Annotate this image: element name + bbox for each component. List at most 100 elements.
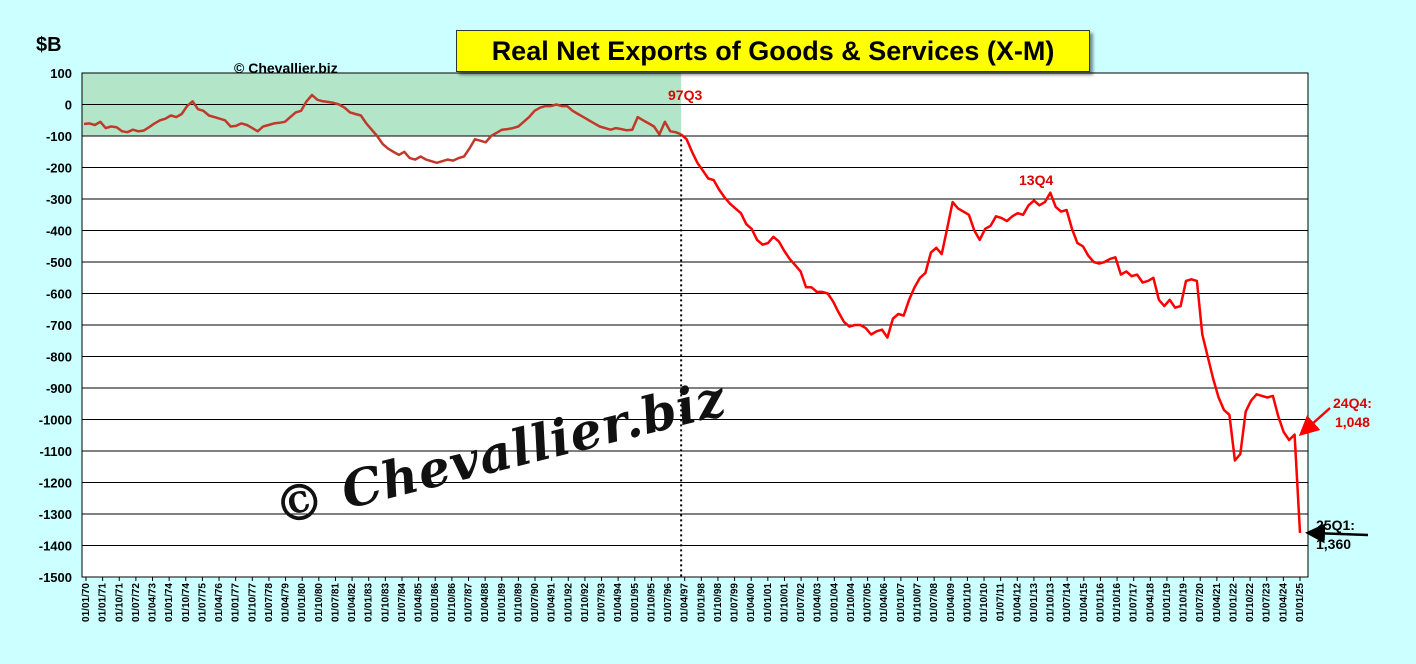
- y-tick-label: -1400: [39, 539, 72, 554]
- x-tick-label: 01/10/74: [181, 583, 192, 622]
- annotation-24q4-label: 24Q4:: [1333, 395, 1372, 411]
- x-tick-label: 01/01/74: [164, 583, 175, 622]
- x-tick-label: 01/01/19: [1162, 583, 1173, 622]
- series-line-post-1997: [680, 133, 1302, 533]
- x-tick-label: 01/01/95: [630, 583, 641, 622]
- x-tick-label: 01/10/71: [114, 583, 125, 622]
- x-tick-label: 01/07/75: [197, 583, 208, 622]
- annotation-13q4: 13Q4: [1019, 172, 1054, 188]
- x-tick-label: 01/01/22: [1228, 583, 1239, 622]
- annotation-24q4-value: 1,048: [1334, 414, 1370, 430]
- x-tick-label: 01/07/02: [796, 583, 807, 622]
- x-tick-label: 01/10/01: [779, 583, 790, 622]
- x-tick-label: 01/01/86: [430, 583, 441, 622]
- x-tick-label: 01/07/93: [597, 583, 608, 622]
- x-tick-label: 01/04/00: [746, 583, 757, 622]
- x-tick-label: 01/04/91: [547, 583, 558, 622]
- y-tick-label: -700: [46, 318, 72, 333]
- x-tick-label: 01/04/03: [813, 583, 824, 622]
- x-tick-label: 01/04/73: [148, 583, 159, 622]
- y-tick-label: -200: [46, 161, 72, 176]
- x-tick-label: 01/01/25: [1295, 583, 1306, 622]
- x-tick-label: 01/10/19: [1179, 583, 1190, 622]
- x-tick-label: 01/07/99: [730, 583, 741, 622]
- y-tick-label: -600: [46, 287, 72, 302]
- x-tick-label: 01/07/17: [1129, 583, 1140, 622]
- y-tick-label: -100: [46, 129, 72, 144]
- x-tick-label: 01/01/83: [364, 583, 375, 622]
- x-tick-label: 01/01/07: [896, 583, 907, 622]
- x-tick-label: 01/10/95: [646, 583, 657, 622]
- x-tick-label: 01/07/72: [131, 583, 142, 622]
- x-tick-label: 01/07/78: [264, 583, 275, 622]
- chart-title-text: Real Net Exports of Goods & Services (X-…: [491, 35, 1055, 66]
- x-tick-label: 01/10/07: [913, 583, 924, 622]
- x-tick-label: 01/01/89: [497, 583, 508, 622]
- y-tick-label: -1100: [39, 444, 72, 459]
- x-tick-label: 01/01/71: [98, 583, 109, 622]
- annotation-24q4: 24Q4: 1,048: [1333, 394, 1372, 432]
- x-tick-label: 01/10/13: [1046, 583, 1057, 622]
- x-tick-label: 01/10/10: [979, 583, 990, 622]
- x-tick-label: 01/07/84: [397, 583, 408, 622]
- x-tick-label: 01/04/09: [946, 583, 957, 622]
- annotation-25q1: 25Q1: 1,360: [1316, 516, 1355, 554]
- x-tick-label: 01/04/12: [1012, 583, 1023, 622]
- x-tick-label: 01/01/04: [829, 583, 840, 622]
- x-tick-label: 01/04/06: [879, 583, 890, 622]
- x-tick-label: 01/01/77: [231, 583, 242, 622]
- y-tick-label: -500: [46, 255, 72, 270]
- plot-border: [81, 72, 1309, 578]
- x-tick-label: 01/10/22: [1245, 583, 1256, 622]
- x-tick-label: 01/10/16: [1112, 583, 1123, 622]
- y-tick-label: -300: [46, 192, 72, 207]
- arrow-24q4: [1298, 407, 1331, 436]
- x-tick-label: 01/10/04: [846, 583, 857, 622]
- x-tick-label: 01/07/90: [530, 583, 541, 622]
- y-tick-label: -1500: [39, 570, 72, 585]
- y-tick-label: -1000: [39, 413, 72, 428]
- x-tick-label: 01/01/70: [81, 583, 92, 622]
- x-tick-label: 01/01/80: [297, 583, 308, 622]
- x-tick-label: 01/04/15: [1079, 583, 1090, 622]
- y-tick-label: 0: [65, 98, 72, 113]
- y-tick-label: -800: [46, 350, 72, 365]
- annotation-25q1-label: 25Q1:: [1316, 517, 1355, 533]
- x-tick-label: 01/07/20: [1195, 583, 1206, 622]
- x-tick-label: 01/04/94: [613, 583, 624, 622]
- chart-title: Real Net Exports of Goods & Services (X-…: [456, 30, 1090, 72]
- x-tick-label: 01/07/81: [330, 583, 341, 622]
- x-tick-label: 01/04/97: [680, 583, 691, 622]
- x-tick-label: 01/04/21: [1212, 583, 1223, 622]
- x-tick-label: 01/07/05: [863, 583, 874, 622]
- y-tick-label: -1300: [39, 507, 72, 522]
- x-tick-label: 01/01/98: [696, 583, 707, 622]
- x-tick-label: 01/10/77: [247, 583, 258, 622]
- x-tick-label: 01/07/96: [663, 583, 674, 622]
- annotation-97q3: 97Q3: [668, 87, 703, 103]
- x-tick-label: 01/04/88: [480, 583, 491, 622]
- x-tick-label: 01/01/92: [563, 583, 574, 622]
- y-tick-label: -900: [46, 381, 72, 396]
- copyright-note: © Chevallier.biz: [234, 60, 338, 76]
- x-tick-label: 01/07/08: [929, 583, 940, 622]
- x-tick-label: 01/10/86: [447, 583, 458, 622]
- x-tick-label: 01/01/01: [763, 583, 774, 622]
- x-tick-label: 01/04/79: [281, 583, 292, 622]
- x-tick-label: 01/01/10: [962, 583, 973, 622]
- y-tick-label: -400: [46, 224, 72, 239]
- x-tick-label: 01/07/11: [996, 583, 1007, 622]
- x-tick-label: 01/04/82: [347, 583, 358, 622]
- x-tick-label: 01/04/18: [1145, 583, 1156, 622]
- x-tick-label: 01/10/89: [513, 583, 524, 622]
- x-tick-label: 01/04/76: [214, 583, 225, 622]
- x-tick-label: 01/04/24: [1278, 583, 1289, 622]
- x-tick-label: 01/01/16: [1095, 583, 1106, 622]
- x-tick-label: 01/04/85: [414, 583, 425, 622]
- x-tick-label: 01/10/92: [580, 583, 591, 622]
- x-tick-label: 01/07/23: [1262, 583, 1273, 622]
- x-tick-label: 01/07/87: [463, 583, 474, 622]
- y-tick-label: -1200: [39, 476, 72, 491]
- x-tick-label: 01/07/14: [1062, 583, 1073, 622]
